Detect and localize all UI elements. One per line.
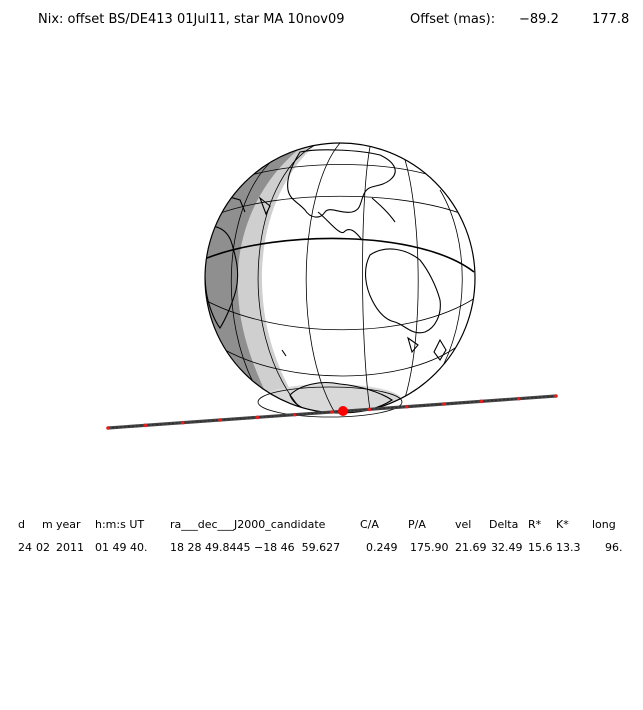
globe [204, 142, 476, 418]
time-marker [218, 418, 222, 422]
parallel-line [205, 297, 475, 331]
table-header-row: d m year h:m:s UT ra___dec___J2000_candi… [0, 518, 643, 534]
offset-label: Offset (mas): [410, 12, 496, 27]
cell-radec: 18 28 49.8445 −18 46 59.627 [170, 541, 341, 554]
time-marker [367, 407, 372, 412]
time-marker [516, 396, 521, 401]
table-value-row: 24 02 2011 01 49 40. 18 28 49.8445 −18 4… [0, 541, 643, 557]
meridian-line [230, 157, 276, 396]
time-marker [143, 423, 148, 428]
time-marker [330, 410, 334, 414]
cell-long: 96. [605, 541, 623, 554]
cell-m: 02 [36, 541, 50, 554]
offset-x-value: −89.2 [519, 12, 559, 27]
cell-kstar: 13.3 [556, 541, 581, 554]
tasmania-coastline [407, 336, 419, 354]
night-zone [205, 150, 298, 398]
col-header-year: year [56, 518, 81, 531]
offset-y-value: 177.8 [592, 12, 630, 27]
australia-coastline [364, 248, 441, 334]
island-coastline [281, 349, 287, 357]
time-marker [479, 399, 484, 404]
col-header-time: h:m:s UT [95, 518, 145, 531]
time-marker [554, 394, 558, 398]
col-header-d: d [18, 518, 25, 531]
col-header-ca: C/A [360, 518, 379, 531]
time-marker [180, 420, 185, 425]
time-marker [404, 404, 409, 409]
meridian-line [404, 159, 419, 399]
cell-delta: 32.49 [491, 541, 523, 554]
col-header-long: long [592, 518, 616, 531]
time-marker [442, 402, 446, 406]
time-marker [255, 415, 260, 420]
closest-approach-dot [338, 406, 348, 416]
meridian-line [362, 146, 371, 411]
new-zealand-coastline [433, 338, 447, 361]
meridian-line [305, 143, 341, 413]
col-header-radec: ra___dec___J2000_candidate [170, 518, 326, 531]
asia-coastline [287, 149, 396, 218]
shadow-outline [257, 386, 403, 418]
meridian-line [257, 144, 316, 409]
parallel-line [239, 164, 441, 179]
cell-year: 2011 [56, 541, 84, 554]
cell-pa: 175.90 [410, 541, 449, 554]
col-header-rstar: R* [528, 518, 542, 531]
col-header-delta: Delta [489, 518, 519, 531]
cell-rstar: 15.6 [528, 541, 553, 554]
india-coastline [258, 196, 271, 216]
col-header-vel: vel [455, 518, 472, 531]
time-marker [292, 412, 297, 417]
cell-d: 24 [18, 541, 32, 554]
col-header-pa: P/A [408, 518, 426, 531]
equator-line [206, 237, 475, 273]
occultation-map [106, 142, 558, 430]
parallel-line [224, 347, 456, 377]
plot-title: Nix: offset BS/DE413 01Jul11, star MA 10… [0, 12, 643, 32]
island-chain [371, 197, 396, 223]
col-header-kstar: K* [556, 518, 569, 531]
title-text: Nix: offset BS/DE413 01Jul11, star MA 10… [38, 12, 345, 27]
minute-markers [106, 394, 558, 430]
southeast-asia-coastline [317, 211, 363, 241]
cell-ca: 0.249 [366, 541, 398, 554]
cell-vel: 21.69 [455, 541, 487, 554]
col-header-m: m [42, 518, 53, 531]
shadow-path [106, 394, 558, 430]
cell-time: 01 49 40. [95, 541, 148, 554]
time-marker [106, 426, 110, 430]
